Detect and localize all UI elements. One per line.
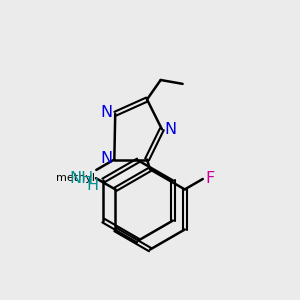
Text: N: N: [101, 105, 113, 120]
Text: N: N: [101, 151, 113, 166]
Text: H: H: [86, 178, 98, 193]
Text: methyl: methyl: [56, 173, 95, 183]
Text: N: N: [164, 122, 176, 137]
Text: F: F: [205, 172, 214, 187]
Text: NH: NH: [69, 171, 94, 186]
